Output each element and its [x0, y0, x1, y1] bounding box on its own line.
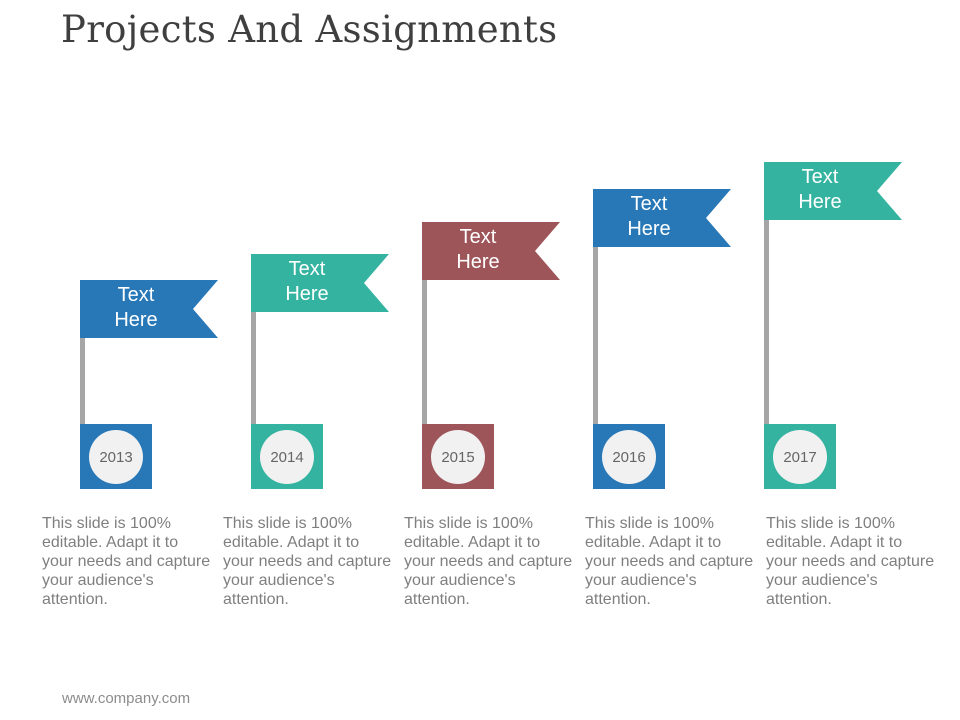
flag-label-line: Text — [801, 166, 839, 188]
year-badge: 2017 — [764, 424, 836, 489]
flag-pole — [251, 254, 256, 424]
milestone-flag — [593, 189, 731, 247]
flag-pole — [764, 162, 769, 424]
milestone-flag — [422, 222, 560, 280]
flag-label-line: Here — [456, 251, 500, 273]
milestone-description: This slide is 100% editable. Adapt it to… — [404, 515, 573, 608]
flag-label-line: Text — [630, 193, 668, 215]
flag-label-line: Here — [114, 309, 158, 331]
flag-label: Text Here — [251, 257, 363, 307]
flag-pole — [593, 189, 598, 424]
year-label: 2017 — [773, 430, 827, 484]
flag-label: Text Here — [764, 165, 876, 215]
year-label: 2015 — [431, 430, 485, 484]
year-label: 2013 — [89, 430, 143, 484]
flag-label-line: Here — [285, 283, 329, 305]
milestone-flag — [764, 162, 902, 220]
page-title: Projects And Assignments — [61, 8, 558, 51]
year-label: 2016 — [602, 430, 656, 484]
milestone-description: This slide is 100% editable. Adapt it to… — [766, 515, 935, 608]
year-badge: 2014 — [251, 424, 323, 489]
year-badge: 2016 — [593, 424, 665, 489]
year-badge: 2015 — [422, 424, 494, 489]
milestone-description: This slide is 100% editable. Adapt it to… — [223, 515, 392, 608]
flag-label: Text Here — [593, 192, 705, 242]
flag-label-line: Here — [798, 191, 842, 213]
milestone-description: This slide is 100% editable. Adapt it to… — [42, 515, 211, 608]
flag-label-line: Text — [288, 258, 326, 280]
footer-url: www.company.com — [62, 690, 191, 707]
year-label: 2014 — [260, 430, 314, 484]
milestone-description: This slide is 100% editable. Adapt it to… — [585, 515, 754, 608]
milestone-flag — [251, 254, 389, 312]
flag-pole — [80, 280, 85, 424]
year-badge: 2013 — [80, 424, 152, 489]
flag-label-line: Text — [117, 284, 155, 306]
flag-label-line: Here — [627, 218, 671, 240]
flag-label: Text Here — [422, 225, 534, 275]
flag-label-line: Text — [459, 226, 497, 248]
flag-pole — [422, 222, 427, 424]
milestone-flag — [80, 280, 218, 338]
flag-label: Text Here — [80, 283, 192, 333]
